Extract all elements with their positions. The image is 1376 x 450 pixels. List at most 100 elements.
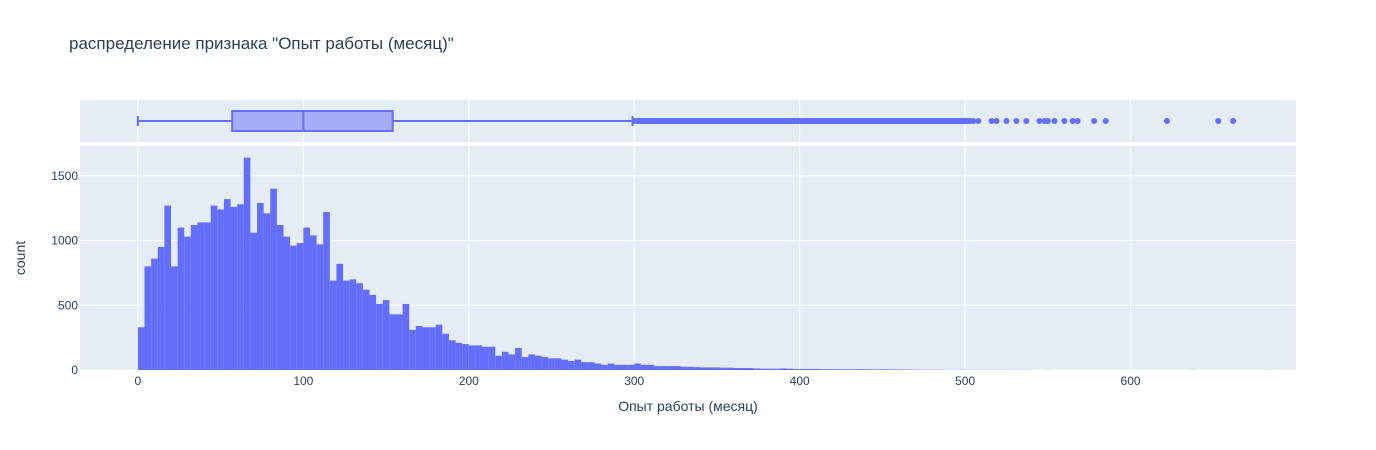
box-iqr	[231, 110, 394, 132]
box-outlier-point	[738, 118, 745, 124]
histogram-bar	[422, 327, 430, 370]
histogram-bar	[673, 366, 681, 370]
histogram-bar	[462, 344, 469, 370]
histogram-bar	[303, 227, 310, 370]
box-outlier-point	[1163, 118, 1170, 124]
histogram-bar	[713, 367, 721, 370]
box-outlier-point	[1023, 118, 1030, 124]
histogram-bar	[257, 202, 264, 370]
x-tick-label: 300	[624, 374, 644, 388]
x-axis-title: Опыт работы (месяц)	[618, 398, 758, 414]
box-outlier-point	[813, 118, 820, 124]
histogram-bar	[283, 236, 291, 370]
histogram-bar	[409, 329, 416, 370]
box-outlier-point	[1074, 118, 1081, 124]
histogram-bar	[667, 366, 674, 370]
histogram-bar	[515, 347, 522, 370]
histogram-bar	[250, 232, 258, 370]
box-outlier-point	[1061, 118, 1068, 124]
box-outlier-point	[680, 118, 687, 124]
histogram-bars	[137, 157, 1270, 370]
box-outlier-point	[647, 118, 654, 124]
histogram-bar	[806, 368, 813, 370]
box-outlier-point	[664, 118, 671, 124]
histogram-bar	[323, 212, 330, 370]
histogram-bar	[839, 369, 846, 370]
histogram-bar	[528, 354, 535, 370]
histogram-bar	[746, 368, 754, 370]
histogram-bar	[548, 358, 555, 370]
histogram-bar	[455, 342, 463, 370]
histogram-bar	[832, 369, 840, 370]
histogram-bar	[812, 368, 820, 370]
histogram-bar	[879, 369, 886, 370]
histogram-bar	[336, 263, 344, 370]
box-outlier-point	[912, 118, 919, 124]
histogram-bar	[620, 364, 628, 370]
histogram-bar	[356, 283, 363, 370]
histogram-bar	[786, 368, 794, 370]
histogram-bar	[733, 368, 741, 370]
histogram-bar	[237, 204, 244, 370]
box-outlier-point	[945, 118, 952, 124]
histogram-bar	[852, 369, 860, 370]
histogram-bar	[634, 363, 641, 370]
histogram-bar	[587, 362, 595, 370]
histogram-bar	[627, 364, 635, 370]
x-tick-label: 500	[955, 374, 975, 388]
box-outlier-point	[821, 118, 828, 124]
histogram-bar	[700, 367, 708, 370]
histogram-bar	[534, 355, 542, 370]
histogram-bar	[349, 279, 357, 370]
histogram-bar	[362, 289, 370, 370]
histogram-bar	[561, 359, 569, 370]
box-plot	[136, 110, 1237, 132]
box-outlier-point	[862, 118, 869, 124]
histogram-bar	[726, 367, 734, 370]
histogram-bar	[468, 345, 476, 370]
histogram-bar	[395, 314, 403, 370]
y-tick-label: 1500	[51, 169, 78, 183]
chart-title: распределение признака "Опыт работы (мес…	[69, 34, 454, 53]
histogram-bar	[263, 213, 271, 370]
box-outlier-point	[1091, 118, 1098, 124]
histogram-bar	[660, 366, 668, 370]
box-outlier-point	[871, 118, 878, 124]
box-outlier-point	[846, 118, 853, 124]
histogram-bar	[501, 351, 509, 370]
box-outlier-point	[953, 118, 960, 124]
histogram-bar	[521, 357, 529, 370]
histogram-bar	[290, 245, 297, 370]
histogram-bar	[541, 357, 549, 370]
histogram-bar	[799, 368, 807, 370]
histogram-bar	[654, 366, 661, 370]
box-outlier-point	[1036, 118, 1043, 124]
histogram-bar	[482, 346, 489, 370]
x-tick-label: 0	[135, 374, 142, 388]
box-outlier-point	[879, 118, 886, 124]
histogram-bar	[217, 209, 224, 370]
histogram-bar	[687, 366, 694, 370]
box-outlier-point	[639, 118, 646, 124]
histogram-bar	[369, 294, 377, 370]
histogram-bar	[382, 300, 390, 370]
histogram-bar	[170, 266, 178, 370]
histogram-bar	[415, 325, 423, 370]
box-outlier-point	[689, 118, 696, 124]
box-outlier-point	[887, 118, 894, 124]
box-outlier-point	[937, 118, 944, 124]
box-outlier-point	[1215, 118, 1222, 124]
histogram-bar	[826, 369, 833, 370]
y-tick-label: 1000	[51, 234, 78, 248]
histogram-bar	[898, 369, 906, 370]
histogram-bar	[740, 368, 747, 370]
box-outlier-point	[755, 118, 762, 124]
histogram-bar	[197, 222, 205, 370]
histogram-bar	[270, 188, 277, 370]
box-outlier-point	[730, 118, 737, 124]
histogram-bar	[243, 157, 251, 370]
histogram-bar	[859, 369, 866, 370]
box-outlier-point	[631, 118, 638, 124]
tick-labels: 0 100 200 300 400 500 600 0 500 1000 1500	[51, 169, 1141, 388]
histogram-bar	[184, 236, 191, 370]
